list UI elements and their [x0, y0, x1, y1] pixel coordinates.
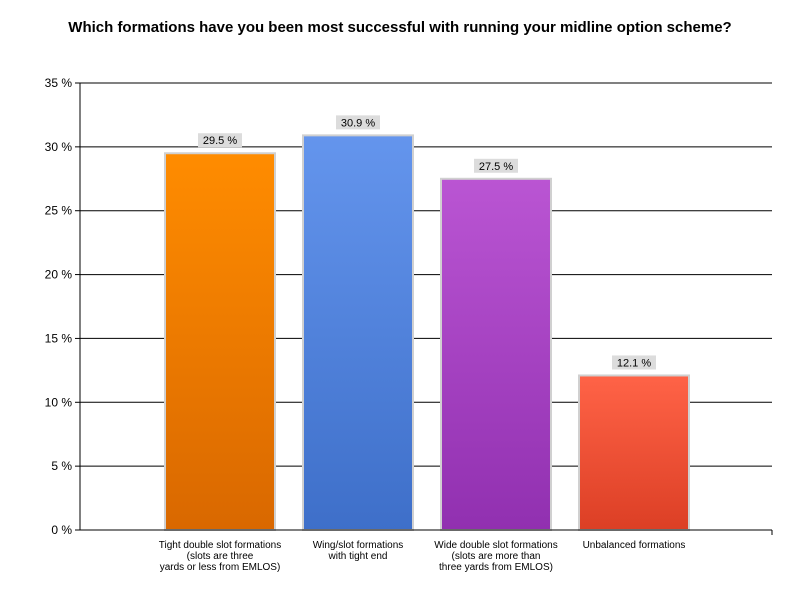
category-label: with tight end [328, 551, 388, 562]
data-label: 29.5 % [203, 135, 237, 147]
y-tick-label: 0 % [51, 523, 72, 537]
category-label: Wing/slot formations [313, 540, 404, 551]
category-label: Tight double slot formations [159, 540, 281, 551]
data-label: 30.9 % [341, 117, 375, 129]
data-label-box [198, 133, 242, 148]
data-label-box [474, 158, 518, 173]
bars [164, 134, 690, 532]
y-tick-label: 5 % [51, 459, 72, 473]
bar-4 [578, 374, 690, 532]
category-label: Unbalanced formations [583, 540, 686, 551]
category-label: three yards from EMLOS) [439, 562, 553, 573]
bar-3 [440, 177, 552, 532]
y-tick-label: 25 % [45, 204, 73, 218]
data-labels: 29.5 % 30.9 % 27.5 % 12.1 % [198, 115, 656, 370]
bar-2 [302, 134, 414, 531]
y-tick-label: 15 % [45, 331, 73, 345]
category-label: (slots are more than [452, 551, 541, 562]
bar-1 [164, 152, 276, 531]
data-label-box [336, 115, 380, 130]
data-label: 27.5 % [479, 161, 513, 173]
axes: 0 % 5 % 10 % 15 % 20 % 25 % 30 % 35 % Tight doub… [45, 76, 773, 573]
chart-title: Which formations have you been most succ… [68, 19, 732, 36]
data-label: 12.1 % [617, 357, 651, 369]
y-tick-label: 30 % [45, 140, 73, 154]
category-label: (slots are three [187, 551, 254, 562]
category-label: Wide double slot formations [434, 540, 557, 551]
y-tick-label: 35 % [45, 76, 73, 90]
y-tick-label: 20 % [45, 268, 73, 282]
category-label: yards or less from EMLOS) [160, 562, 281, 573]
y-tick-label: 10 % [45, 395, 73, 409]
data-label-box [612, 355, 656, 370]
